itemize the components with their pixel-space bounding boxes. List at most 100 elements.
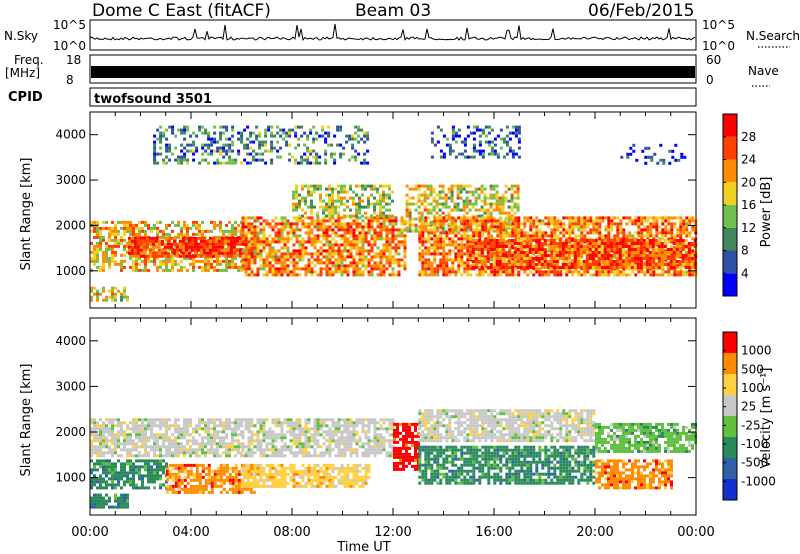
range-cell (397, 270, 401, 274)
range-cell (243, 158, 247, 162)
range-cell (120, 259, 123, 263)
range-cell (217, 245, 221, 249)
range-cell (496, 234, 500, 238)
range-cell (256, 270, 260, 274)
range-cell (516, 251, 520, 254)
range-cell (255, 134, 259, 138)
range-cell (346, 214, 349, 218)
range-cell (135, 442, 138, 446)
range-cell (606, 248, 610, 251)
range-cell (364, 240, 368, 244)
range-cell (568, 270, 572, 274)
range-cell (510, 199, 514, 203)
range-cell (117, 439, 120, 443)
range-cell (174, 253, 177, 257)
range-cell (334, 258, 338, 262)
range-cell (438, 184, 442, 188)
range-cell (514, 125, 518, 129)
range-cell (514, 225, 518, 229)
range-cell (673, 270, 677, 274)
range-cell (213, 125, 217, 129)
range-cell (648, 260, 652, 263)
range-cell (522, 245, 526, 248)
range-cell (363, 131, 367, 135)
range-cell (234, 265, 237, 269)
range-cell (685, 225, 689, 229)
range-cell (123, 436, 126, 440)
range-cell (505, 216, 509, 220)
range-cell (600, 248, 604, 251)
range-cell (286, 225, 290, 229)
range-cell (162, 158, 166, 162)
range-cell (376, 202, 379, 206)
range-cell (346, 205, 349, 209)
range-cell (498, 196, 502, 200)
range-cell (397, 240, 401, 244)
range-cell (469, 228, 473, 232)
range-cell (544, 222, 548, 226)
range-cell (250, 258, 254, 262)
range-cell (325, 219, 329, 223)
range-cell (433, 234, 437, 238)
range-cell (249, 161, 253, 165)
range-cell (325, 264, 329, 268)
range-cell (151, 251, 155, 255)
range-cell (249, 146, 253, 150)
range-cell (652, 222, 656, 226)
range-cell (370, 258, 374, 262)
range-cell (157, 239, 161, 243)
range-cell (451, 237, 455, 241)
range-cell (517, 125, 521, 129)
range-cell (552, 266, 556, 269)
range-cell (238, 242, 242, 246)
range-cell (672, 251, 676, 254)
range-cell (532, 234, 536, 238)
range-cell (316, 258, 320, 262)
range-cell (628, 231, 632, 235)
range-cell (136, 236, 140, 240)
range-cell (178, 248, 182, 252)
range-cell (418, 255, 422, 259)
range-cell (595, 228, 599, 232)
range-cell (514, 222, 518, 226)
range-cell (105, 451, 108, 455)
range-cell (321, 128, 325, 132)
range-cell (231, 143, 235, 147)
range-cell (324, 137, 328, 141)
range-cell (382, 196, 385, 200)
range-cell (324, 131, 328, 135)
range-cell (691, 225, 695, 229)
range-cell (379, 231, 383, 235)
range-cell (529, 222, 533, 226)
range-cell (270, 146, 274, 150)
range-cell (454, 255, 458, 259)
range-cell (235, 236, 239, 240)
range-cell (250, 237, 254, 241)
range-cell (337, 193, 340, 197)
range-cell (421, 267, 425, 271)
range-cell (630, 239, 634, 242)
range-cell (295, 216, 299, 220)
range-cell (666, 251, 670, 254)
range-cell (507, 260, 511, 263)
range-cell (660, 266, 664, 269)
range-cell (180, 235, 183, 239)
range-cell (204, 143, 208, 147)
range-cell (601, 261, 605, 265)
range-cell (657, 254, 661, 257)
range-cell (627, 260, 631, 263)
range-cell (693, 242, 697, 245)
range-cell (145, 245, 149, 249)
range-cell (183, 265, 186, 269)
range-cell (466, 216, 470, 220)
range-cell (457, 270, 461, 274)
range-cell (529, 270, 533, 274)
range-cell (156, 226, 159, 230)
range-cell (154, 254, 158, 258)
range-cell (643, 225, 647, 229)
range-cell (153, 149, 157, 153)
range-cell (430, 261, 434, 265)
range-cell (262, 264, 266, 268)
range-cell (366, 131, 370, 135)
range-cell (483, 199, 487, 203)
